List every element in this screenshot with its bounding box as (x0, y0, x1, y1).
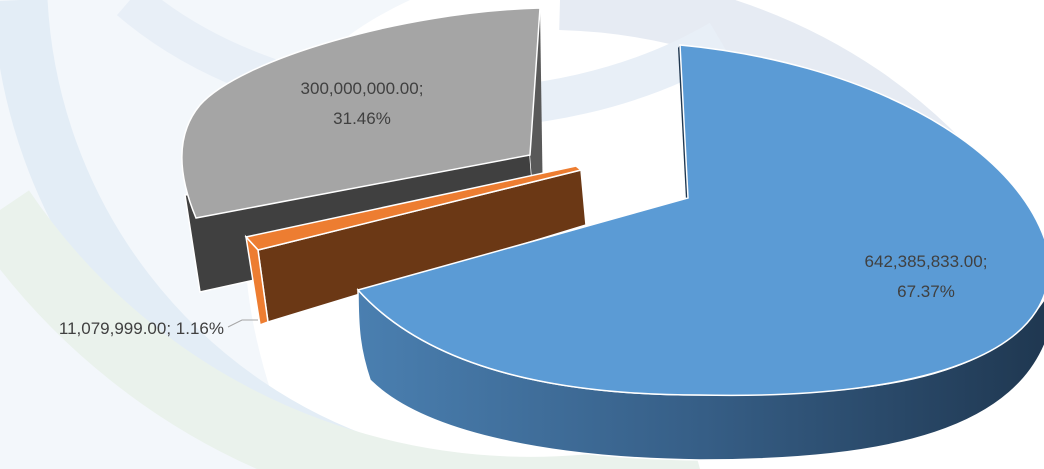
pie-slice-2-label: 11,079,999.00; 1.16% (59, 319, 224, 338)
pie-slice-1-value-label: 642,385,833.00; (865, 252, 988, 271)
pie-slice-2-leader-line (227, 319, 258, 328)
pie-slice-1 (356, 44, 1044, 461)
pie-slice-3-value-label: 300,000,000.00; (301, 79, 424, 98)
pie-slice-3-wall (530, 8, 543, 218)
pie-slice-1-top (356, 44, 1044, 397)
pie-slice-2 (244, 165, 587, 327)
pie-slice-2-edge (244, 234, 269, 327)
pie-slice-1-percent-label: 67.37% (897, 282, 955, 301)
pie-slice-3-top (181, 7, 541, 219)
pie-slice-3-percent-label: 31.46% (333, 109, 391, 128)
